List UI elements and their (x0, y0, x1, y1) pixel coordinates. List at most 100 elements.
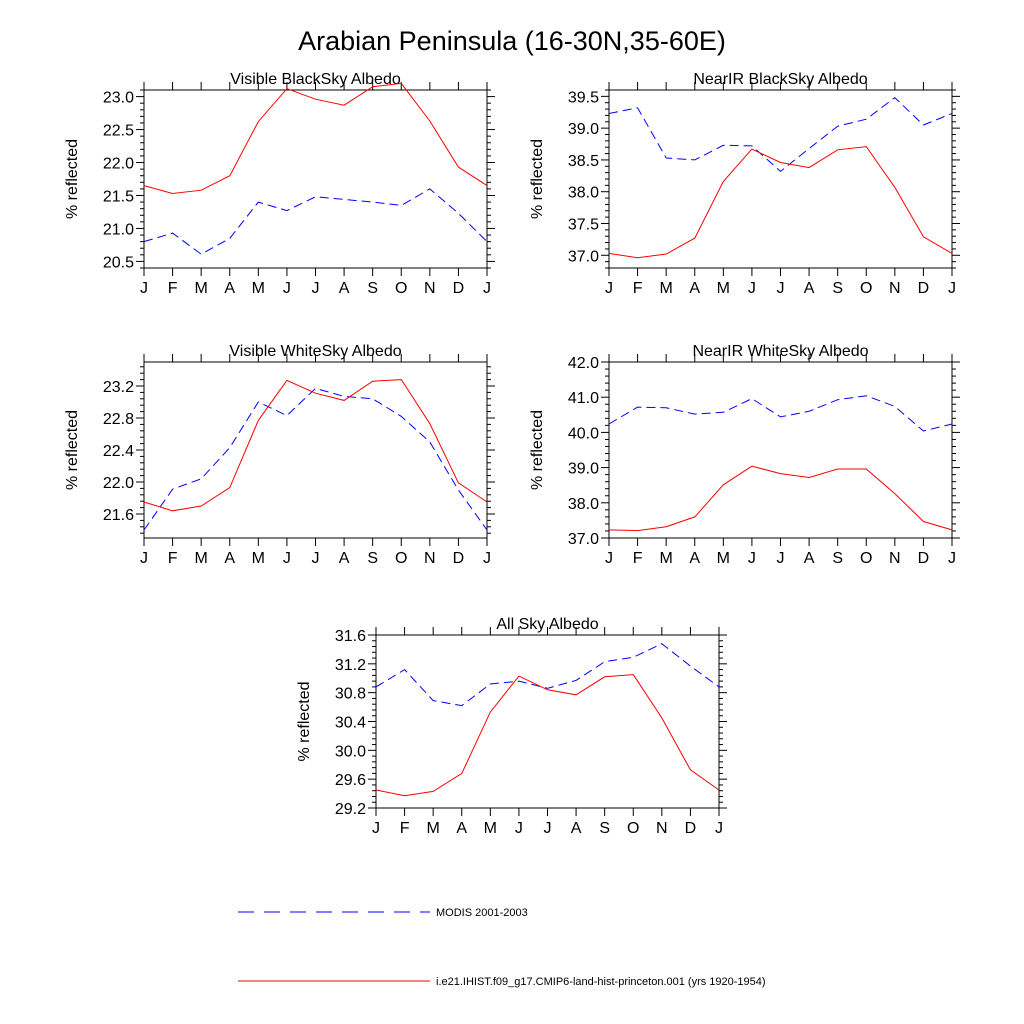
y-tick-label: 40.0 (568, 425, 599, 442)
x-tick-label: M (195, 550, 208, 567)
y-tick-label: 37.0 (568, 531, 599, 548)
modis-series-line (608, 96, 953, 173)
y-tick-label: 22.8 (103, 411, 134, 428)
x-tick-label: N (889, 550, 901, 567)
x-tick-label: O (860, 550, 872, 567)
y-tick-label: 22.4 (103, 443, 134, 460)
x-tick-label: O (627, 820, 639, 837)
x-tick-label: J (715, 820, 723, 837)
x-tick-label: J (372, 820, 380, 837)
x-tick-label: M (484, 820, 497, 837)
figure-title: Arabian Peninsula (16-30N,35-60E) (298, 26, 726, 56)
y-tick-label: 20.5 (103, 254, 134, 271)
plot-frame (608, 89, 953, 269)
model-series-line (608, 146, 953, 259)
x-tick-label: M (252, 550, 265, 567)
x-tick-label: J (312, 550, 320, 567)
y-tick-label: 31.2 (335, 657, 366, 674)
x-tick-label: A (689, 280, 700, 297)
x-tick-label: J (948, 550, 956, 567)
x-tick-label: M (717, 280, 730, 297)
y-tick-label: 37.5 (568, 217, 599, 234)
legend-modis-label: MODIS 2001-2003 (436, 907, 528, 919)
y-axis-label: % reflected (64, 139, 81, 219)
model-series-line (608, 465, 953, 532)
x-tick-label: J (605, 280, 613, 297)
plot-frame (143, 361, 488, 539)
x-tick-label: J (777, 550, 785, 567)
x-tick-label: S (832, 550, 843, 567)
x-tick-label: M (660, 280, 673, 297)
y-tick-label: 29.6 (335, 772, 366, 789)
x-tick-label: D (453, 280, 465, 297)
x-tick-label: J (948, 280, 956, 297)
x-tick-label: J (312, 280, 320, 297)
x-tick-label: M (717, 550, 730, 567)
y-axis-label: % reflected (64, 410, 81, 490)
chart-title: NearIR WhiteSky Albedo (692, 343, 868, 360)
x-tick-label: N (424, 550, 436, 567)
y-tick-label: 39.5 (568, 89, 599, 106)
x-tick-label: F (168, 280, 178, 297)
x-tick-label: A (224, 280, 235, 297)
x-tick-label: O (860, 280, 872, 297)
x-tick-label: M (252, 280, 265, 297)
y-tick-label: 23.2 (103, 379, 134, 396)
x-tick-label: A (689, 550, 700, 567)
x-tick-label: S (832, 280, 843, 297)
x-tick-label: J (140, 280, 148, 297)
x-tick-label: J (283, 550, 291, 567)
modis-series-line (143, 188, 488, 255)
x-tick-label: N (889, 280, 901, 297)
y-tick-label: 38.5 (568, 153, 599, 170)
model-series-line (375, 674, 720, 797)
y-axis-label: % reflected (529, 410, 546, 490)
y-tick-label: 22.0 (103, 156, 134, 173)
y-tick-label: 21.6 (103, 507, 134, 524)
x-tick-label: O (395, 550, 407, 567)
x-tick-label: J (515, 820, 523, 837)
y-tick-label: 29.2 (335, 801, 366, 818)
x-tick-label: J (483, 280, 491, 297)
x-tick-label: D (685, 820, 697, 837)
y-axis-label: % reflected (529, 139, 546, 219)
x-tick-label: M (660, 550, 673, 567)
y-tick-label: 42.0 (568, 355, 599, 372)
legend-model-label: i.e21.IHIST.f09_g17.CMIP6-land-hist-prin… (436, 976, 766, 988)
x-tick-label: D (918, 550, 930, 567)
x-tick-label: F (633, 280, 643, 297)
y-tick-label: 39.0 (568, 461, 599, 478)
modis-series-line (375, 643, 720, 707)
model-series-line (143, 379, 488, 512)
x-tick-label: A (339, 550, 350, 567)
y-axis-label: % reflected (296, 681, 313, 761)
chart-title: Visible WhiteSky Albedo (229, 343, 401, 360)
y-tick-label: 38.0 (568, 496, 599, 513)
y-tick-label: 21.5 (103, 188, 134, 205)
x-tick-label: D (918, 280, 930, 297)
y-tick-label: 21.0 (103, 221, 134, 238)
x-tick-label: A (456, 820, 467, 837)
x-tick-label: M (195, 280, 208, 297)
plot-frame (143, 89, 488, 269)
chart-title: Visible BlackSky Albedo (230, 71, 401, 88)
x-tick-label: A (804, 550, 815, 567)
x-tick-label: F (633, 550, 643, 567)
y-tick-label: 30.0 (335, 743, 366, 760)
y-tick-label: 38.0 (568, 185, 599, 202)
chart-title: NearIR BlackSky Albedo (693, 71, 867, 88)
x-tick-label: M (427, 820, 440, 837)
x-tick-label: S (367, 550, 378, 567)
x-tick-label: J (544, 820, 552, 837)
x-tick-label: A (571, 820, 582, 837)
chart-title: All Sky Albedo (496, 616, 598, 633)
x-tick-label: F (168, 550, 178, 567)
y-tick-label: 23.0 (103, 90, 134, 107)
x-tick-label: S (367, 280, 378, 297)
x-tick-label: O (395, 280, 407, 297)
